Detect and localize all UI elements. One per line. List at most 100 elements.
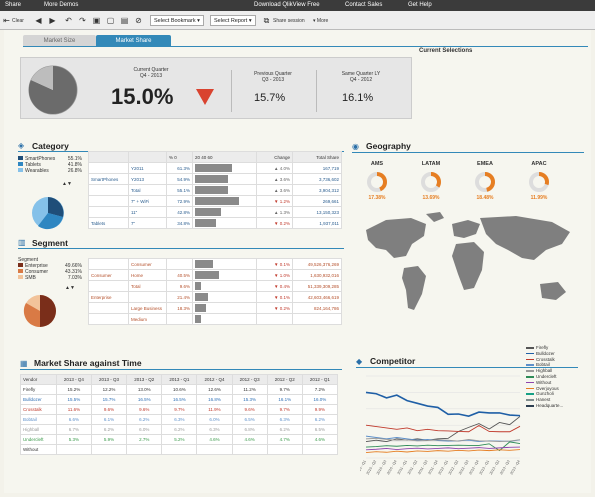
header-cell: Change [256, 151, 293, 163]
back-icon[interactable]: ◀ [35, 16, 42, 25]
legend-item[interactable]: Without [526, 380, 563, 386]
header-cell[interactable]: Vendor [20, 374, 57, 385]
table-row[interactable]: Enterprise 21.4% ▼ 0.1% 42,603,466,619 [88, 291, 342, 303]
redo-icon[interactable]: ↷ [79, 16, 86, 25]
value-cell: 11.9% [196, 404, 233, 415]
unlock-icon[interactable]: ▢ [106, 16, 115, 25]
legend-item[interactable]: Bobtail [526, 362, 563, 368]
undo-icon[interactable]: ↶ [65, 16, 72, 25]
header-cell: % 0 [166, 151, 193, 163]
series-line-overjoyous[interactable] [365, 449, 521, 453]
reset-icon[interactable]: ⊘ [135, 16, 142, 25]
contact-link[interactable]: Contact Sales [345, 2, 383, 8]
legend-value: 49.66% [65, 263, 82, 269]
legend-item[interactable]: Wearables 26.8% [18, 168, 82, 174]
table-row[interactable]: Y2011 61.3% ▲ 4.0% 167,719 [88, 162, 342, 174]
help-link[interactable]: Get Help [408, 2, 432, 8]
table-row[interactable]: Consumer Home 40.5% ▼ 1.0% 1,630,932,016 [88, 269, 342, 281]
legend-item[interactable]: Hanest [526, 397, 563, 403]
table-row[interactable]: 7" + WiFi 72.9% ▼ 1.2% 269,661 [88, 195, 342, 207]
table-row[interactable]: Large Business 18.3% ▼ 0.2% 824,164,786 [88, 302, 342, 314]
table-row[interactable]: Bobtail 6.6% 6.1% 6.2% 6.3% 6.0% 6.5% 6.3% 6.2% [20, 414, 339, 425]
header-cell[interactable]: 2012 - Q4 [196, 374, 233, 385]
legend-item[interactable]: Undercleft [526, 374, 563, 380]
share-session-button[interactable]: Share session [273, 18, 305, 24]
geography-region-ams[interactable]: AMS 17.38% [362, 161, 392, 201]
legend-item[interactable]: SmartPhones 55.1% [18, 156, 82, 162]
more-button[interactable]: ▾ More [313, 18, 329, 24]
series-line-crosstalk[interactable] [365, 424, 521, 433]
clear-icon[interactable]: ⇤ [3, 16, 10, 25]
item-cell: Total [128, 184, 167, 196]
lock-icon[interactable]: ▣ [92, 16, 101, 25]
world-map[interactable] [356, 210, 582, 334]
table-row[interactable]: Total 55.1% ▲ 3.6% 3,904,312 [88, 184, 342, 196]
header-cell[interactable]: 2013 - Q2 [126, 374, 163, 385]
header-cell[interactable]: 2013 - Q4 [55, 374, 92, 385]
header-cell[interactable]: 2012 - Q2 [266, 374, 303, 385]
legend-swatch [18, 168, 23, 172]
legend-item[interactable]: SMB 7.03% [18, 275, 82, 281]
clear-button[interactable]: Clear [12, 18, 24, 24]
bar-cell [192, 280, 257, 292]
table-row[interactable]: Firefly 15.2% 12.2% 13.0% 10.6% 12.6% 11.2% 9.7… [20, 384, 339, 395]
table-row[interactable]: Without [20, 444, 339, 455]
tab-market-share[interactable]: Market Share [96, 35, 171, 47]
table-row[interactable]: 11" 42.8% ▲ 1.3% 13,150,323 [88, 206, 342, 218]
table-row[interactable]: Tablets 7" 34.8% ▼ 0.2% 1,937,011 [88, 217, 342, 229]
legend-item[interactable]: Gunzholi [526, 391, 563, 397]
legend-item[interactable]: Highball [526, 368, 563, 374]
legend-item[interactable]: Headquarte... [526, 403, 563, 409]
legend-item[interactable]: Firefly [526, 345, 563, 351]
segment-scroll-buttons[interactable]: ▲▼ [65, 285, 75, 291]
series-line-undercleft[interactable] [365, 441, 521, 452]
legend-item[interactable]: Consumer 43.31% [18, 269, 82, 275]
share-session-icon[interactable]: ⧉ [263, 16, 270, 25]
header-cell[interactable]: 2013 - Q1 [161, 374, 198, 385]
value-cell: 7.2% [301, 384, 339, 395]
legend-item[interactable]: Overjoyous [526, 386, 563, 392]
table-row[interactable]: SmartPhones Y2013 54.9% ▲ 3.6% 3,736,602 [88, 173, 342, 185]
item-cell: Home [128, 269, 167, 281]
legend-label: Bulldozer [536, 350, 555, 356]
legend-item[interactable]: Bulldozer [526, 351, 563, 357]
table-row[interactable]: Medium [88, 313, 342, 325]
header-cell[interactable]: 2012 - Q3 [231, 374, 268, 385]
geography-region-emea[interactable]: EMEA 18.48% [470, 161, 500, 201]
legend-swatch [526, 358, 534, 361]
header-cell[interactable]: 2012 - Q1 [301, 374, 339, 385]
legend-item[interactable]: Enterprise 49.66% [18, 263, 82, 269]
header-cell: 20 40 60 [192, 151, 257, 163]
category-scroll-buttons[interactable]: ▲▼ [62, 181, 72, 187]
table-row[interactable]: Total 9.6% ▼ 0.4% 51,339,309,285 [88, 280, 342, 292]
share-menu[interactable]: Share [5, 2, 22, 8]
select-report-dropdown[interactable]: Select Report ▾ [210, 15, 256, 26]
legend-item[interactable]: Tablets 41.8% [18, 162, 82, 168]
tab-market-size[interactable]: Market Size [23, 35, 96, 47]
value-cell: 9.7% [266, 404, 303, 415]
value-cell: 9.6% [126, 404, 163, 415]
table-row[interactable]: Highball 6.7% 6.2% 6.0% 6.2% 6.3% 6.8% 6.2% 6.5% [20, 424, 339, 435]
series-line-highball[interactable] [365, 437, 521, 443]
table-row[interactable]: Consumer ▼ 0.1% 49,526,376,269 [88, 258, 342, 270]
change-cell [256, 313, 293, 325]
table-row[interactable]: Crosstalk 11.6% 9.6% 9.6% 9.7% 11.9% 9.6% 9.7% 9… [20, 404, 339, 415]
bookmark-icon[interactable]: ▤ [120, 16, 129, 25]
series-line-bulldozer[interactable] [365, 391, 521, 418]
header-cell[interactable]: 2013 - Q3 [90, 374, 128, 385]
geography-region-apac[interactable]: APAC 11.99% [524, 161, 554, 201]
forward-icon[interactable]: ▶ [49, 16, 56, 25]
share-bar [195, 164, 232, 172]
table-row[interactable]: Bulldozer 15.5% 15.7% 16.5% 16.5% 16.8% 15.3% 1… [20, 394, 339, 405]
geography-region-latam[interactable]: LATAM 13.69% [416, 161, 446, 201]
top-bar: Share More Demos Download QlikView Free … [0, 0, 595, 11]
select-bookmark-dropdown[interactable]: Select Bookmark ▾ [150, 15, 204, 26]
series-line-without[interactable] [365, 446, 521, 451]
table-row[interactable]: Undercleft 5.3% 5.9% 2.7% 5.2% 4.6% 4.6% 4.7% 4.… [20, 434, 339, 445]
download-link[interactable]: Download QlikView Free [254, 2, 320, 8]
x-tick-label: 2013 - Q1 [479, 460, 490, 476]
legend-item[interactable]: Crosstalk [526, 357, 563, 363]
series-line-firefly[interactable] [365, 416, 521, 443]
more-demos-menu[interactable]: More Demos [44, 2, 79, 8]
